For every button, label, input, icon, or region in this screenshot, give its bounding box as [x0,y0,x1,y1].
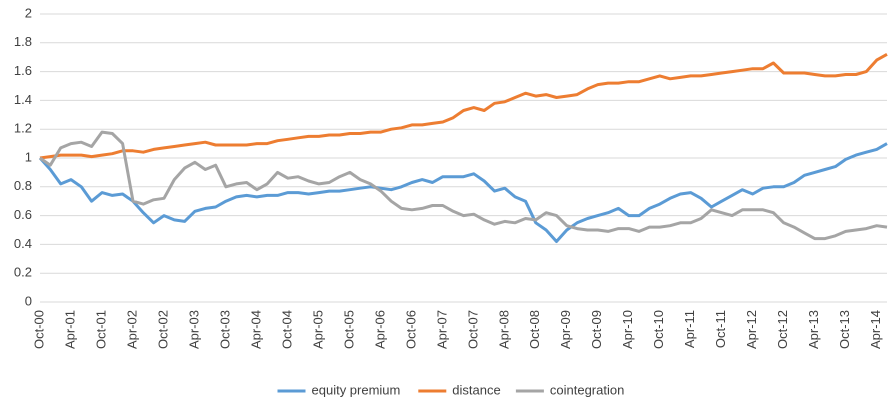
x-tick-label: Apr-12 [744,310,759,349]
x-tick-label: Apr-08 [496,310,511,349]
y-tick-label: 1.4 [14,92,32,107]
y-tick-label: 0 [25,293,32,308]
y-tick-label: 0.8 [14,178,32,193]
legend-label: equity premium [312,382,401,397]
y-tick-label: 2 [25,5,32,20]
x-tick-label: Apr-06 [372,310,387,349]
x-tick-label: Oct-04 [279,310,294,349]
x-tick-label: Oct-00 [31,310,46,349]
x-tick-label: Oct-12 [775,310,790,349]
y-tick-label: 1.8 [14,34,32,49]
y-tick-label: 1.6 [14,63,32,78]
y-tick-label: 0.6 [14,207,32,222]
x-tick-label: Apr-14 [868,310,883,349]
y-tick-label: 1.2 [14,121,32,136]
x-tick-label: Oct-07 [465,310,480,349]
x-tick-label: Apr-09 [558,310,573,349]
x-tick-label: Oct-03 [217,310,232,349]
series-line [39,130,888,241]
x-tick-label: Apr-02 [124,310,139,349]
x-tick-label: Apr-03 [186,310,201,349]
x-tick-label: Oct-05 [341,310,356,349]
x-tick-label: Apr-10 [620,310,635,349]
x-tick-label: Oct-02 [155,310,170,349]
y-tick-label: 0.2 [14,265,32,280]
legend-label: distance [452,382,500,397]
x-tick-label: Apr-13 [806,310,821,349]
series-line [38,142,888,243]
x-tick-label: Oct-10 [651,310,666,349]
x-tick-label: Apr-01 [62,310,77,349]
x-tick-label: Apr-05 [310,310,325,349]
x-tick-label: Oct-11 [713,310,728,348]
legend-label: cointegration [550,382,624,397]
x-tick-label: Apr-04 [248,310,263,349]
x-tick-label: Oct-01 [93,310,108,349]
series-line [39,52,888,160]
y-tick-label: 0.4 [14,236,32,251]
x-tick-label: Apr-07 [434,310,449,349]
x-tick-label: Apr-11 [682,310,697,348]
x-tick-label: Oct-06 [403,310,418,349]
x-tick-label: Oct-09 [589,310,604,349]
x-tick-label: Oct-13 [837,310,852,349]
x-tick-label: Oct-08 [527,310,542,349]
y-tick-label: 1 [25,149,32,164]
